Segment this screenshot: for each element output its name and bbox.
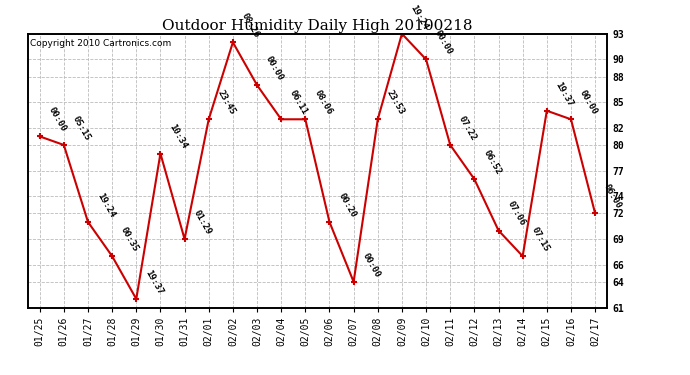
Text: Copyright 2010 Cartronics.com: Copyright 2010 Cartronics.com bbox=[30, 39, 172, 48]
Text: 08:26: 08:26 bbox=[240, 12, 261, 39]
Text: 23:45: 23:45 bbox=[216, 89, 237, 117]
Text: 00:00: 00:00 bbox=[433, 29, 454, 57]
Text: 00:35: 00:35 bbox=[119, 226, 140, 254]
Text: 19:37: 19:37 bbox=[144, 268, 164, 296]
Text: 23:53: 23:53 bbox=[385, 89, 406, 117]
Text: 08:06: 08:06 bbox=[313, 89, 333, 117]
Text: 06:52: 06:52 bbox=[482, 148, 502, 176]
Text: 07:22: 07:22 bbox=[457, 114, 478, 142]
Text: 00:00: 00:00 bbox=[578, 89, 599, 117]
Text: 00:00: 00:00 bbox=[361, 251, 382, 279]
Title: Outdoor Humidity Daily High 20100218: Outdoor Humidity Daily High 20100218 bbox=[162, 19, 473, 33]
Text: 00:00: 00:00 bbox=[47, 106, 68, 134]
Text: 00:20: 00:20 bbox=[337, 191, 357, 219]
Text: 19:24: 19:24 bbox=[95, 191, 116, 219]
Text: 05:15: 05:15 bbox=[71, 114, 92, 142]
Text: 01:29: 01:29 bbox=[192, 209, 213, 236]
Text: 07:15: 07:15 bbox=[530, 226, 551, 254]
Text: 06:00: 06:00 bbox=[602, 183, 623, 211]
Text: 19:37: 19:37 bbox=[554, 80, 575, 108]
Text: 19:24: 19:24 bbox=[409, 3, 430, 31]
Text: 00:00: 00:00 bbox=[264, 54, 285, 82]
Text: 06:11: 06:11 bbox=[288, 89, 309, 117]
Text: 10:34: 10:34 bbox=[168, 123, 188, 151]
Text: 07:06: 07:06 bbox=[506, 200, 526, 228]
